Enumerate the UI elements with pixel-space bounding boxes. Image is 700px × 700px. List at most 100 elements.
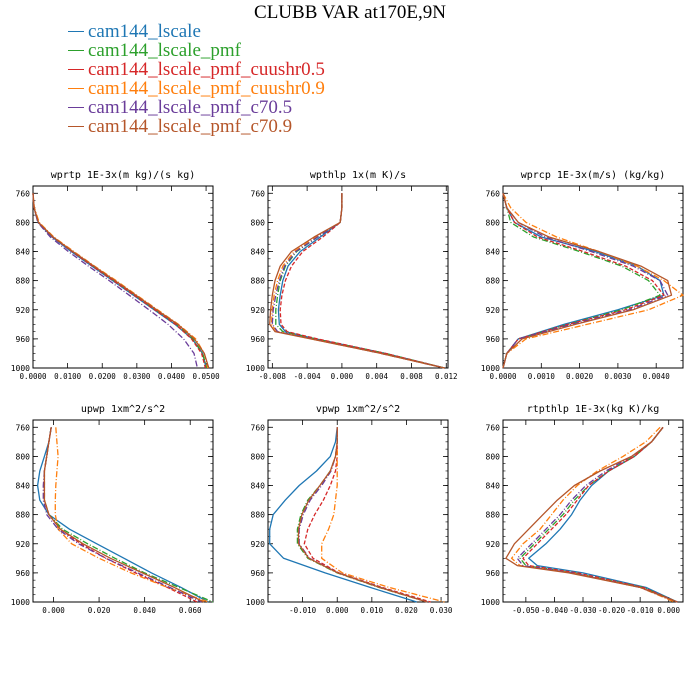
y-tick-label: 840 [486, 248, 501, 257]
y-tick-label: 800 [251, 218, 266, 227]
legend-label: cam144_lscale [88, 21, 201, 42]
x-tick-label: -0.010 [627, 606, 655, 615]
series-line [269, 193, 445, 369]
y-tick-label: 760 [16, 423, 31, 432]
y-tick-label: 760 [486, 423, 501, 432]
y-tick-label: 960 [16, 335, 31, 344]
x-tick-label: 0.000 [326, 606, 349, 615]
x-tick-label: 0.0300 [123, 372, 151, 381]
x-tick-label: 0.020 [395, 606, 418, 615]
x-tick-label: 0.0040 [643, 372, 671, 381]
x-tick-label: -0.008 [259, 372, 287, 381]
x-tick-label: 0.008 [400, 372, 423, 381]
legend-swatch [68, 88, 84, 89]
plot-frame [502, 419, 684, 603]
x-tick-label: -0.040 [541, 606, 569, 615]
panel-title: vpwp 1xm^2/s^2 [316, 404, 400, 415]
y-tick-label: 960 [251, 569, 266, 578]
y-tick-label: 1000 [481, 364, 500, 373]
series-line [502, 192, 684, 369]
y-tick-label: 1000 [11, 364, 30, 373]
x-tick-label: 0.0000 [19, 372, 47, 381]
y-tick-label: 840 [251, 482, 266, 491]
y-tick-label: 1000 [246, 364, 265, 373]
series-line [32, 193, 199, 369]
x-tick-label: 0.000 [657, 606, 680, 615]
y-tick-label: 800 [16, 452, 31, 461]
x-tick-label: 0.0020 [566, 372, 594, 381]
series-line [522, 426, 678, 603]
plot-frame [32, 185, 214, 369]
x-tick-label: 0.000 [42, 606, 65, 615]
x-tick-label: 0.020 [88, 606, 111, 615]
figure-title: CLUBB VAR at170E,9N [254, 2, 446, 23]
x-tick-label: 0.0100 [54, 372, 82, 381]
y-tick-label: 760 [251, 189, 266, 198]
series-line [297, 427, 428, 603]
legend-swatch [68, 50, 84, 51]
series-line [43, 427, 205, 603]
y-tick-label: 760 [251, 423, 266, 432]
x-tick-label: 0.000 [331, 372, 354, 381]
y-tick-label: 1000 [481, 598, 500, 607]
series-line [43, 427, 198, 603]
x-tick-label: 0.0200 [89, 372, 117, 381]
y-tick-label: 920 [486, 306, 501, 315]
legend-label: cam144_lscale_pmf [88, 40, 242, 61]
y-tick-label: 800 [16, 218, 31, 227]
x-tick-label: 0.0000 [489, 372, 517, 381]
y-tick-label: 880 [251, 277, 266, 286]
plot-frame [32, 419, 214, 603]
x-tick-label: 0.040 [133, 606, 156, 615]
panel-title: rtpthlp 1E-3x(kg K)/kg [527, 404, 659, 415]
x-tick-label: 0.030 [430, 606, 453, 615]
y-tick-label: 880 [251, 511, 266, 520]
y-tick-label: 880 [486, 277, 501, 286]
y-tick-label: 920 [486, 540, 501, 549]
legend-swatch [68, 69, 84, 70]
y-tick-label: 840 [16, 248, 31, 257]
y-tick-label: 960 [251, 335, 266, 344]
y-tick-label: 760 [486, 189, 501, 198]
y-tick-label: 1000 [246, 598, 265, 607]
y-tick-label: 960 [16, 569, 31, 578]
panel-title: upwp 1xm^2/s^2 [81, 404, 165, 415]
x-tick-label: 0.0010 [528, 372, 556, 381]
legend-swatch [68, 31, 84, 32]
y-tick-label: 960 [486, 335, 501, 344]
x-tick-label: 0.012 [435, 372, 458, 381]
y-tick-label: 760 [16, 189, 31, 198]
x-tick-label: 0.004 [365, 372, 388, 381]
series-line [321, 427, 445, 603]
series-line [32, 193, 210, 369]
x-tick-label: 0.0400 [158, 372, 186, 381]
y-tick-label: 800 [486, 452, 501, 461]
y-tick-label: 880 [486, 511, 501, 520]
y-tick-label: 840 [251, 248, 266, 257]
series-line [54, 427, 209, 603]
series-line [269, 427, 417, 603]
series-line [32, 193, 207, 369]
panel-title: wpthlp 1x(m K)/s [310, 170, 406, 181]
x-tick-label: -0.010 [289, 606, 317, 615]
x-tick-label: -0.004 [294, 372, 322, 381]
series-line [502, 193, 661, 369]
series-line [505, 426, 678, 603]
x-tick-label: 0.060 [179, 606, 202, 615]
series-line [279, 193, 445, 369]
legend-label: cam144_lscale_pmf_c70.9 [88, 116, 293, 137]
x-tick-label: -0.020 [598, 606, 626, 615]
y-tick-label: 800 [251, 452, 266, 461]
panel-title: wprcp 1E-3x(m/s) (kg/kg) [521, 170, 666, 181]
y-tick-label: 800 [486, 218, 501, 227]
y-tick-label: 880 [16, 511, 31, 520]
legend-swatch [68, 107, 84, 108]
x-tick-label: 0.0500 [193, 372, 221, 381]
y-tick-label: 920 [16, 306, 31, 315]
series-line [502, 193, 673, 369]
plot-frame [267, 419, 449, 603]
y-tick-label: 920 [251, 540, 266, 549]
plot-frame [267, 185, 449, 369]
y-tick-label: 880 [16, 277, 31, 286]
